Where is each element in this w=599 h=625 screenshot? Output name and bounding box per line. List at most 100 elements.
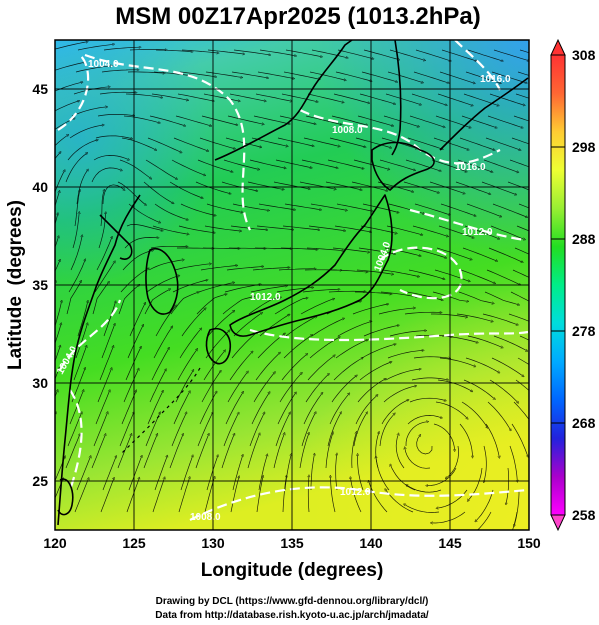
streamline [439, 357, 475, 366]
streamline [282, 476, 286, 513]
streamline [55, 301, 62, 328]
streamline [281, 354, 307, 381]
streamline [197, 159, 232, 172]
streamline [330, 269, 367, 272]
streamline [413, 71, 448, 83]
streamline [148, 260, 183, 271]
streamline [126, 478, 139, 513]
streamline [223, 159, 259, 169]
streamline [259, 49, 296, 56]
streamline [508, 313, 529, 322]
streamline [463, 379, 495, 399]
streamline [461, 115, 496, 128]
streamline [233, 49, 270, 55]
streamline [299, 433, 309, 469]
streamline [407, 415, 441, 425]
streamline [55, 192, 59, 208]
streamline [360, 225, 396, 233]
streamline [282, 225, 319, 230]
streamline [153, 327, 172, 359]
streamline [408, 269, 444, 279]
streamline [405, 159, 440, 171]
streamline [255, 93, 291, 101]
streamline [301, 159, 337, 168]
streamline [335, 71, 371, 81]
streamline [122, 250, 152, 271]
isobar-line [57, 54, 90, 131]
streamline [361, 71, 397, 82]
streamline [486, 269, 520, 285]
streamline [305, 115, 341, 124]
streamline [174, 264, 210, 271]
streamline [352, 304, 388, 315]
streamline [101, 70, 138, 73]
streamline [203, 93, 239, 101]
streamline [181, 49, 218, 53]
streamline [119, 413, 134, 447]
streamline [515, 93, 529, 99]
streamline [92, 282, 109, 315]
isobar-label: 1012.0 [340, 487, 371, 498]
streamline [329, 137, 365, 147]
streamline [311, 319, 344, 337]
streamline [259, 315, 289, 337]
streamline [325, 181, 361, 190]
streamline [155, 49, 192, 52]
streamline [333, 358, 362, 381]
streamline [380, 291, 417, 297]
streamline [201, 371, 221, 403]
streamline [476, 511, 492, 530]
streamline [77, 44, 114, 51]
streamline [334, 225, 371, 232]
streamline [441, 49, 476, 61]
streamline [307, 356, 334, 381]
streamline [77, 301, 88, 337]
streamline [149, 115, 185, 126]
streamline [456, 313, 492, 321]
streamline [416, 435, 433, 455]
colorbar-top-triangle [550, 38, 566, 56]
x-tick-label: 140 [359, 535, 383, 551]
streamline [76, 457, 91, 491]
streamline [65, 153, 87, 183]
streamline [305, 374, 329, 403]
streamline [431, 313, 467, 317]
streamline [177, 93, 213, 101]
colorbar-body [550, 54, 566, 516]
streamline [169, 181, 202, 198]
streamline [55, 152, 60, 160]
streamline [327, 159, 363, 169]
streamline [487, 115, 522, 128]
streamline [150, 246, 187, 249]
streamline [484, 445, 487, 482]
streamline [351, 478, 362, 513]
colorbar: 308 298 288 278 268 258 [550, 38, 596, 532]
streamline [432, 511, 466, 523]
streamline [439, 71, 474, 83]
streamline [155, 306, 176, 337]
coastline-taiwan [57, 478, 74, 516]
streamline [128, 456, 142, 491]
streamline [127, 325, 143, 359]
streamline [519, 49, 529, 54]
streamline [178, 225, 214, 233]
streamline [409, 397, 445, 403]
streamline [433, 137, 468, 150]
streamline [97, 369, 112, 403]
streamline [100, 190, 104, 227]
streamline [258, 203, 295, 210]
x-tick-label: 130 [201, 535, 225, 551]
streamline [517, 357, 529, 365]
streamline [431, 159, 466, 172]
streamline [221, 434, 234, 469]
streamline [201, 115, 237, 125]
streamline [387, 350, 423, 359]
streamline [308, 476, 309, 513]
streamline [441, 335, 477, 343]
streamline [309, 337, 339, 359]
streamline [254, 248, 291, 249]
streamline [459, 137, 494, 150]
streamline [391, 465, 416, 491]
streamline [251, 393, 269, 425]
streamline [382, 269, 418, 277]
